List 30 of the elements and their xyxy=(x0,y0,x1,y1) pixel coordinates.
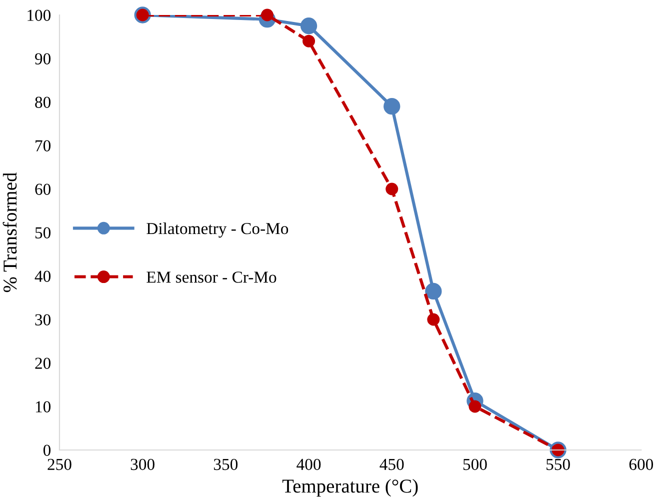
point xyxy=(427,313,440,326)
x-axis-title: Temperature (°C) xyxy=(282,479,418,497)
x-tick-label: 300 xyxy=(130,458,154,470)
point xyxy=(468,400,482,413)
y-tick-label: 100 xyxy=(28,10,51,21)
y-tick-label: 30 xyxy=(35,314,51,326)
y-tick-label: 10 xyxy=(36,401,51,412)
point xyxy=(386,182,398,196)
x-tick-label: 450 xyxy=(380,458,404,470)
y-tick-label: 80 xyxy=(35,96,51,108)
legend-label: EM sensor - Cr-Mo xyxy=(146,272,276,283)
x-tick-label: 250 xyxy=(48,458,72,470)
x-tick-label: 400 xyxy=(296,458,321,470)
y-tick-label: 0 xyxy=(43,444,51,456)
x-tick-label: 500 xyxy=(463,458,487,470)
legend-label: Dilatometry - Co-Mo xyxy=(146,222,288,238)
x-tick-label: 550 xyxy=(546,458,570,470)
x-tick-label: 600 xyxy=(629,458,654,470)
x-tick-label: 350 xyxy=(214,458,238,470)
y-tick-label: 70 xyxy=(36,140,51,152)
y-tick-label: 50 xyxy=(35,227,51,238)
y-tick-label: 20 xyxy=(35,358,51,369)
point xyxy=(300,18,318,34)
y-tick-label: 60 xyxy=(35,184,51,195)
point xyxy=(384,98,400,115)
y-tick-label: 90 xyxy=(35,53,51,64)
y-tick-label: 40 xyxy=(34,270,51,282)
y-axis-title: % Transformed xyxy=(2,172,17,292)
point xyxy=(425,282,442,300)
point xyxy=(302,34,316,48)
